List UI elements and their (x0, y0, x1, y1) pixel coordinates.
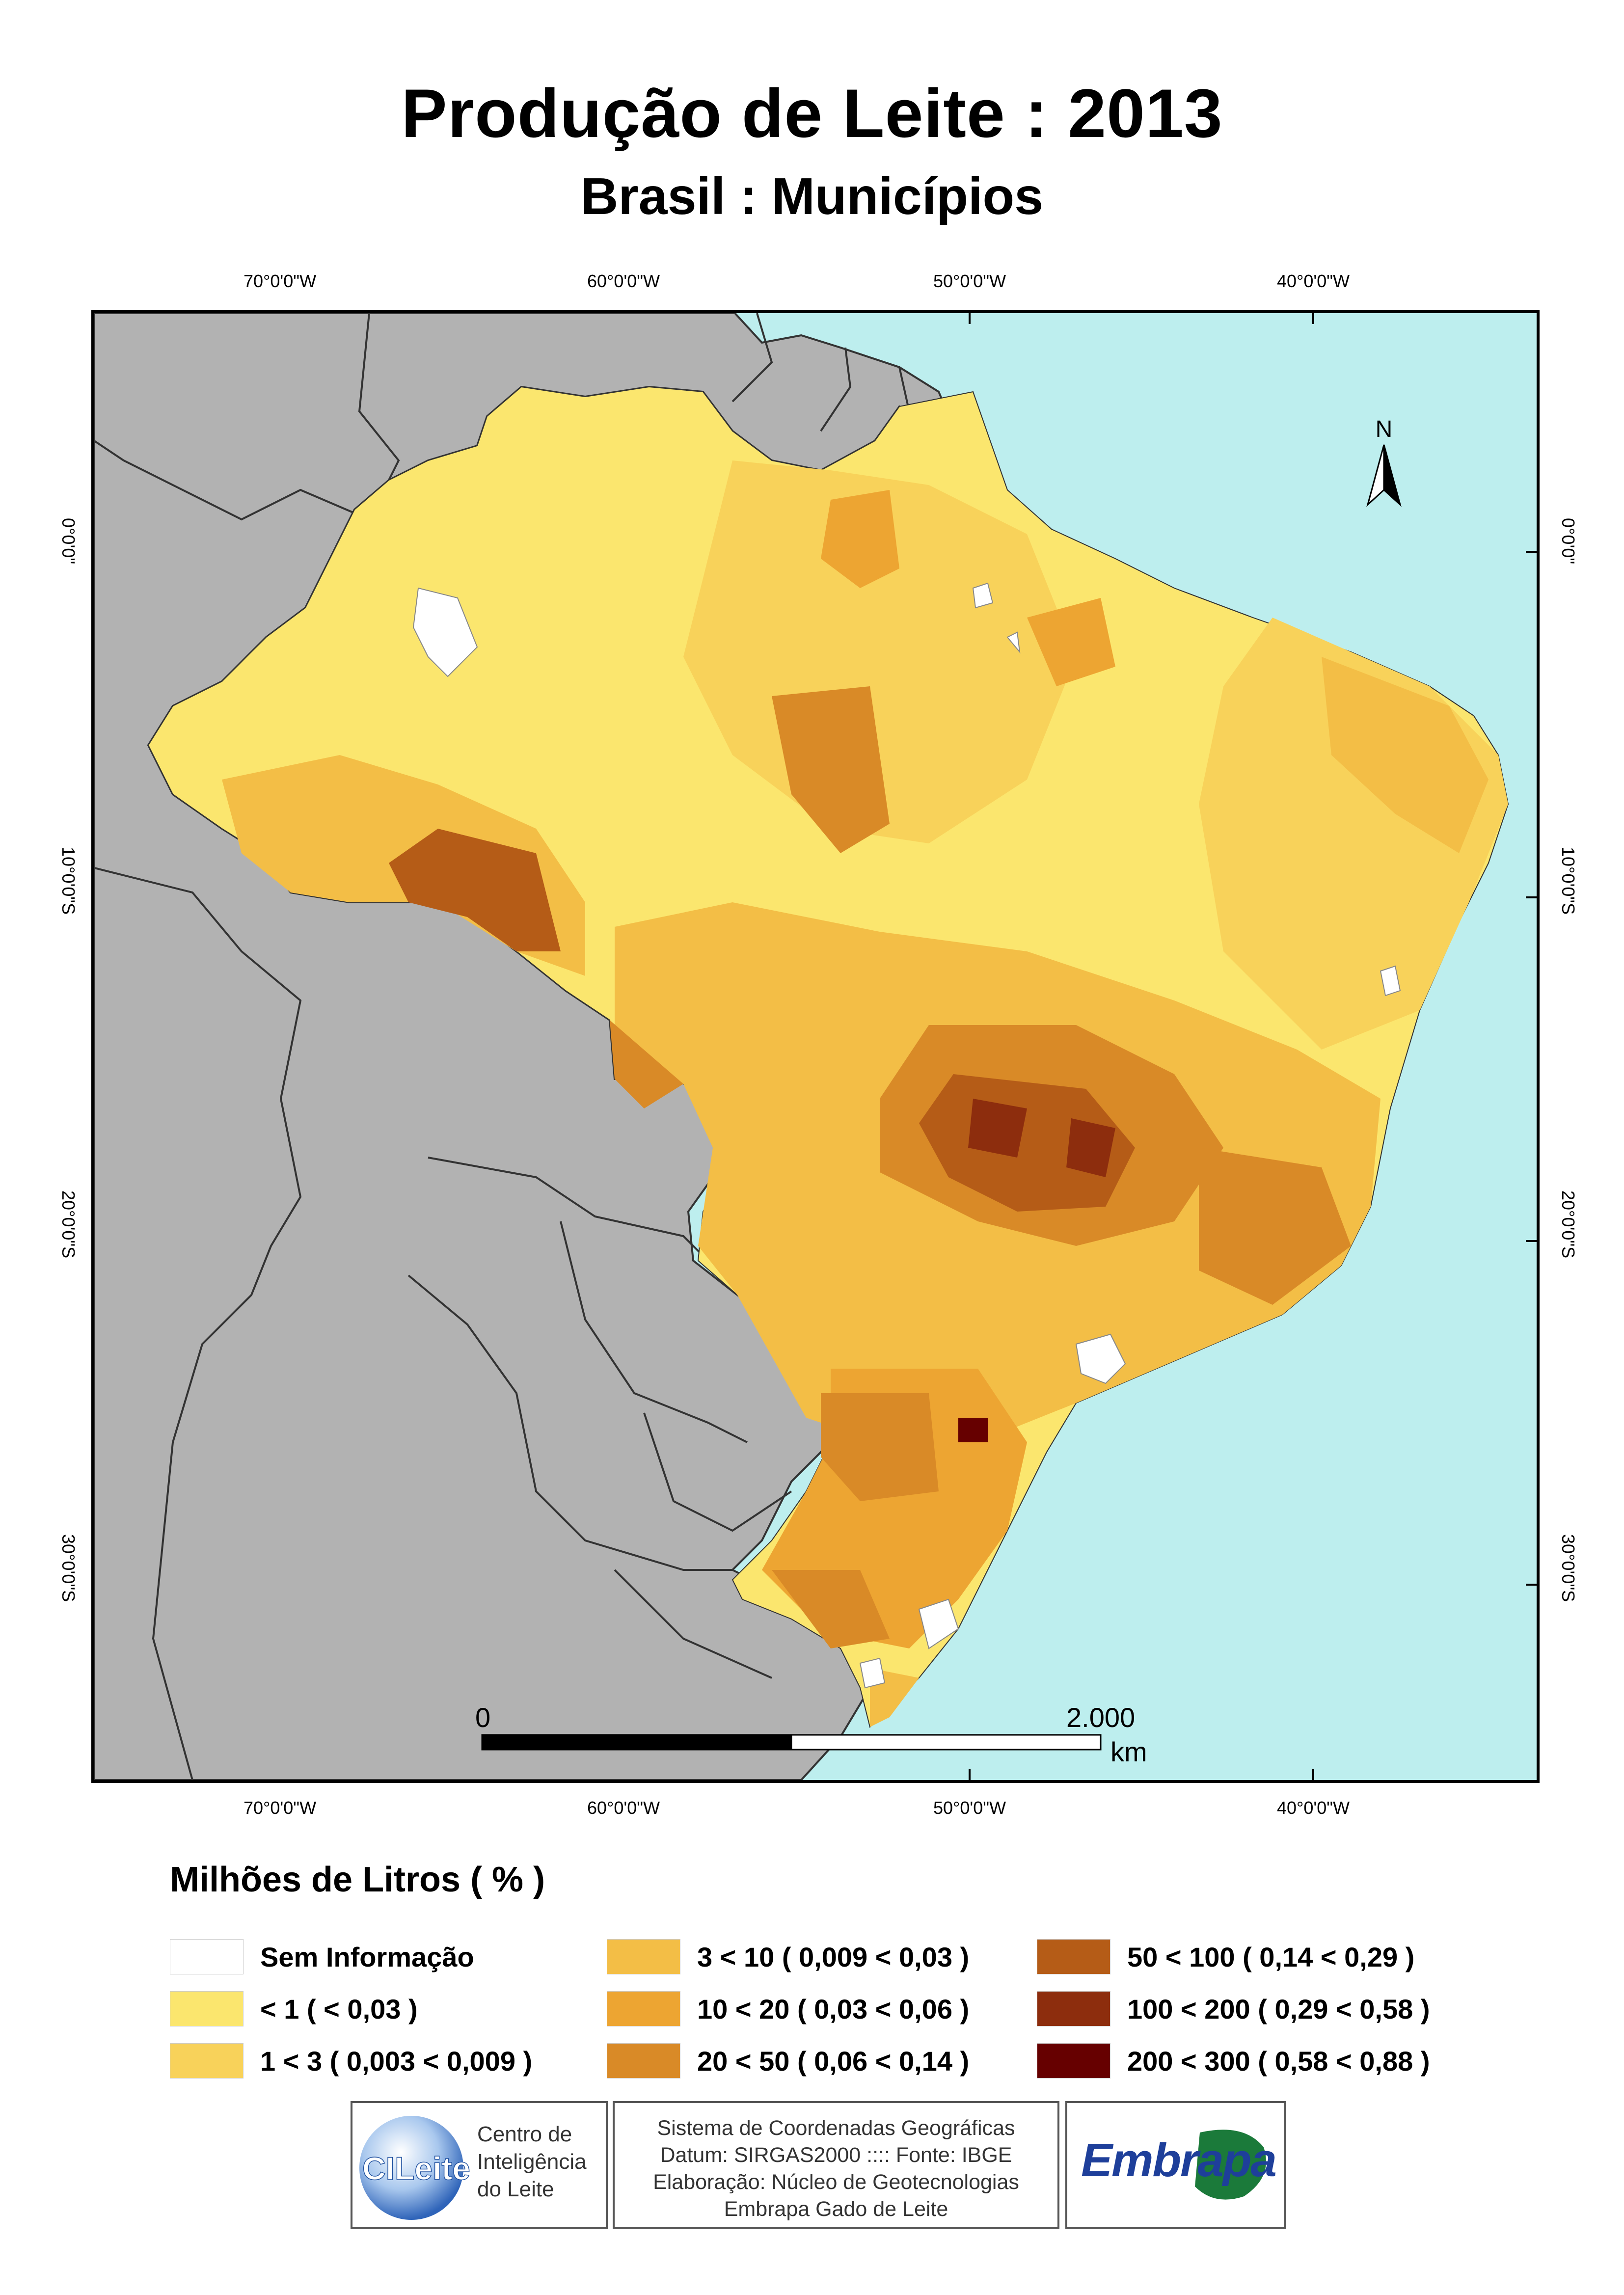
cileite-logo-text: CILeite (362, 2150, 470, 2187)
legend-label: 200 < 300 ( 0,58 < 0,88 ) (1127, 2045, 1430, 2077)
legend-swatch (170, 2043, 244, 2079)
cileite-logo: CILeite (359, 2116, 471, 2220)
lat-label-right-0: 0°0'0" (1558, 518, 1578, 565)
lat-label-right-10s: 10°0'0"S (1558, 847, 1578, 915)
scale-end-label: 2.000 (1066, 1702, 1136, 1733)
country-borders (94, 313, 910, 1780)
lat-label-right-20s: 20°0'0"S (1558, 1190, 1578, 1259)
embrapa-logo-text: Embrapa (1081, 2134, 1277, 2187)
cileite-line-2: Inteligência (477, 2150, 587, 2174)
map-canvas: N (94, 313, 1537, 1780)
lon-label-top-50w: 50°0'0"W (933, 271, 1006, 291)
legend-item-20-50: 20 < 50 ( 0,06 < 0,14 ) (607, 2041, 969, 2080)
coordinate-system-box: Sistema de Coordenadas Geográficas Datum… (613, 2101, 1059, 2229)
scale-bar (481, 1734, 1102, 1751)
lat-label-right-30s: 30°0'0"S (1558, 1534, 1578, 1602)
legend-label: 10 < 20 ( 0,03 < 0,06 ) (697, 1993, 970, 2025)
legend-label: 20 < 50 ( 0,06 < 0,14 ) (697, 2045, 970, 2077)
cileite-line-3: do Leite (477, 2177, 554, 2201)
north-arrow-label: N (1376, 416, 1393, 442)
legend-item-10-20: 10 < 20 ( 0,03 < 0,06 ) (607, 1989, 969, 2028)
lat-label-left-0: 0°0'0" (58, 518, 79, 565)
no-data-areas (412, 582, 1401, 1689)
legend-label: Sem Informação (260, 1941, 474, 1972)
legend-item-lt1: < 1 ( < 0,03 ) (170, 1989, 418, 2028)
lon-label-bottom-50w: 50°0'0"W (933, 1798, 1006, 1818)
legend-item-50-100: 50 < 100 ( 0,14 < 0,29 ) (1037, 1937, 1414, 1976)
elaboration-line: Elaboração: Núcleo de Geotecnologias (653, 2170, 1019, 2194)
map-title: Produção de Leite : 2013 (401, 75, 1223, 152)
north-arrow: N (1366, 416, 1402, 507)
choropleth-regions (222, 460, 1508, 1727)
coord-system-line: Sistema de Coordenadas Geográficas (657, 2116, 1015, 2140)
datum-source-line: Datum: SIRGAS2000 :::: Fonte: IBGE (660, 2143, 1012, 2167)
legend-item-no-data: Sem Informação (170, 1937, 474, 1976)
lon-label-bottom-40w: 40°0'0"W (1276, 1798, 1350, 1818)
legend-swatch (170, 1991, 244, 2026)
legend-swatch (607, 2043, 680, 2079)
legend-item-3-10: 3 < 10 ( 0,009 < 0,03 ) (607, 1937, 969, 1976)
map-subtitle: Brasil : Municípios (580, 167, 1044, 225)
legend-label: < 1 ( < 0,03 ) (260, 1993, 418, 2025)
legend-swatch (1037, 2043, 1110, 2079)
lat-label-left-10s: 10°0'0"S (58, 847, 79, 915)
legend-label: 50 < 100 ( 0,14 < 0,29 ) (1127, 1941, 1415, 1972)
lon-label-bottom-60w: 60°0'0"W (587, 1798, 660, 1818)
legend-item-1-3: 1 < 3 ( 0,003 < 0,009 ) (170, 2041, 532, 2080)
lon-label-bottom-70w: 70°0'0"W (243, 1798, 317, 1818)
cileite-line-1: Centro de (477, 2122, 572, 2146)
lon-label-top-70w: 70°0'0"W (243, 271, 317, 291)
map-frame: N 0 2.000 km (91, 310, 1540, 1783)
legend-swatch (607, 1991, 680, 2026)
organization-line: Embrapa Gado de Leite (724, 2197, 948, 2221)
scale-unit-label: km (1110, 1736, 1147, 1767)
legend-swatch (1037, 1991, 1110, 2026)
legend-label: 100 < 200 ( 0,29 < 0,58 ) (1127, 1993, 1430, 2025)
legend-label: 3 < 10 ( 0,009 < 0,03 ) (697, 1941, 970, 1972)
legend-swatch (1037, 1939, 1110, 1974)
scale-start-label: 0 (475, 1702, 491, 1733)
lon-label-top-40w: 40°0'0"W (1276, 271, 1350, 291)
legend-swatch (170, 1939, 244, 1974)
legend-item-200-300: 200 < 300 ( 0,58 < 0,88 ) (1037, 2041, 1430, 2080)
legend-swatch (607, 1939, 680, 1974)
embrapa-logo-box: Embrapa (1065, 2101, 1286, 2229)
lat-label-left-30s: 30°0'0"S (58, 1534, 79, 1602)
legend-label: 1 < 3 ( 0,003 < 0,009 ) (260, 2045, 533, 2077)
lat-label-left-20s: 20°0'0"S (58, 1190, 79, 1259)
cileite-logo-box: CILeite Centro de Inteligência do Leite (351, 2101, 608, 2229)
lon-label-top-60w: 60°0'0"W (587, 271, 660, 291)
embrapa-logo (1195, 2130, 1266, 2200)
legend-item-100-200: 100 < 200 ( 0,29 < 0,58 ) (1037, 1989, 1430, 2028)
legend-title: Milhões de Litros ( % ) (170, 1860, 545, 1899)
